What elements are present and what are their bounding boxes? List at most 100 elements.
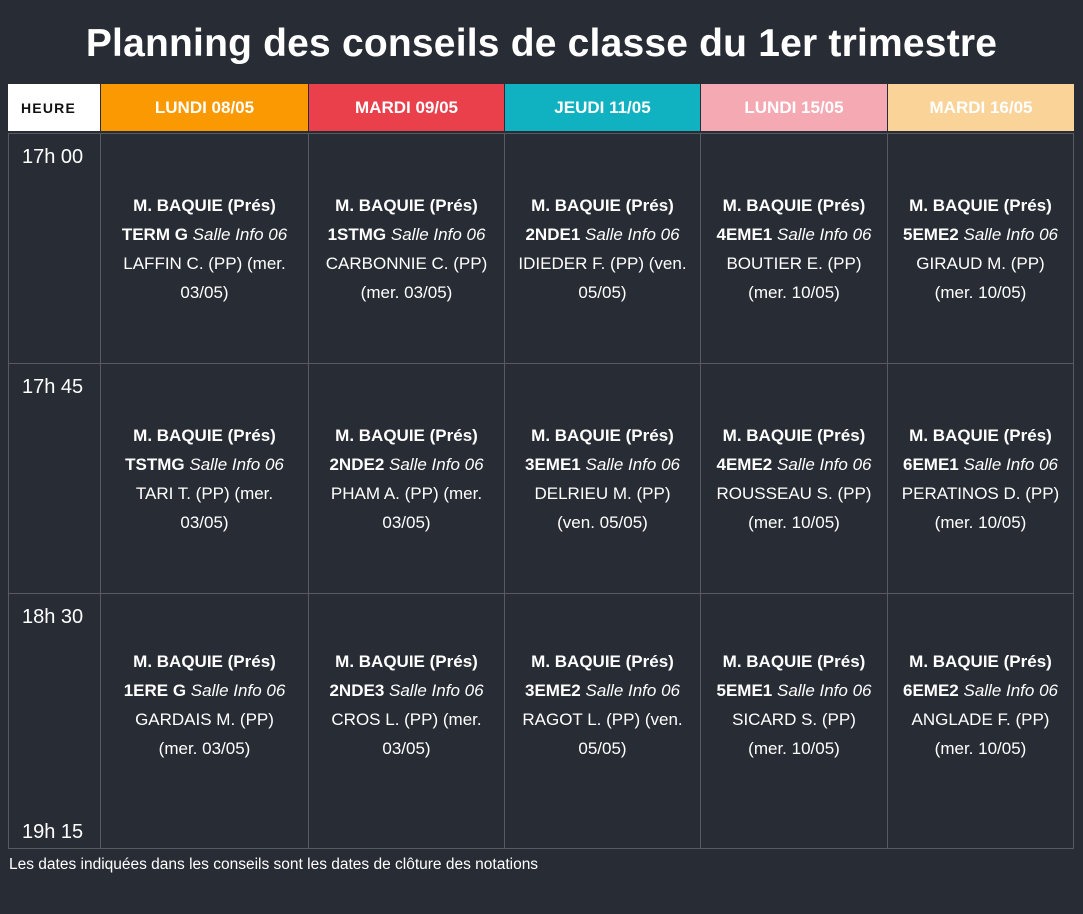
presider-and-class: M. BAQUIE (Prés) 1ERE G (123, 652, 276, 700)
schedule-cell: M. BAQUIE (Prés) 2NDE3 Salle Info 06 CRO… (308, 594, 504, 816)
teacher-and-date: PHAM A. (PP) (mer. 03/05) (330, 483, 483, 532)
schedule-row: 17h 45 M. BAQUIE (Prés) TSTMG Salle Info … (8, 363, 1074, 593)
council-entry: M. BAQUIE (Prés) TERM G Salle Info 06 LA… (114, 191, 295, 307)
presider-and-class: M. BAQUIE (Prés) 5EME1 (716, 652, 866, 700)
schedule-row: 17h 00 M. BAQUIE (Prés) TERM G Salle Info… (8, 133, 1074, 363)
council-entry: M. BAQUIE (Prés) 2NDE3 Salle Info 06 CRO… (322, 647, 491, 763)
presider-and-class: M. BAQUIE (Prés) 4EME2 (716, 425, 866, 474)
teacher-and-date: ROUSSEAU S. (PP) (mer. 10/05) (716, 483, 872, 532)
schedule-cell: M. BAQUIE (Prés) TERM G Salle Info 06 LA… (100, 134, 308, 363)
column-header-heure: HEURE (8, 84, 100, 131)
schedule-cell: M. BAQUIE (Prés) 3EME1 Salle Info 06 DEL… (504, 364, 700, 593)
teacher-and-date: RAGOT L. (PP) (ven. 05/05) (522, 710, 683, 758)
room-label: Salle Info 06 (189, 454, 284, 474)
column-header-lundi-08-05: LUNDI 08/05 (100, 84, 308, 131)
room-label: Salle Info 06 (585, 454, 680, 474)
presider-and-class: M. BAQUIE (Prés) 5EME2 (903, 195, 1052, 244)
schedule-cell: M. BAQUIE (Prés) 1STMG Salle Info 06 CAR… (308, 134, 504, 363)
council-entry: M. BAQUIE (Prés) 3EME1 Salle Info 06 DEL… (518, 421, 687, 537)
room-label: Salle Info 06 (585, 224, 680, 244)
schedule-cell: M. BAQUIE (Prés) 5EME1 Salle Info 06 SIC… (700, 594, 887, 816)
schedule-cell: M. BAQUIE (Prés) 6EME2 Salle Info 06 ANG… (887, 594, 1074, 816)
presider-and-class: M. BAQUIE (Prés) 3EME1 (525, 425, 674, 474)
room-label: Salle Info 06 (963, 681, 1058, 700)
schedule-cell: M. BAQUIE (Prés) 2NDE2 Salle Info 06 PHA… (308, 364, 504, 593)
room-label: Salle Info 06 (963, 454, 1058, 474)
page-title: Planning des conseils de classe du 1er t… (85, 22, 998, 65)
schedule-cell: M. BAQUIE (Prés) 5EME2 Salle Info 06 GIR… (887, 134, 1074, 363)
column-header-jeudi-11-05: JEUDI 11/05 (504, 84, 700, 131)
council-entry: M. BAQUIE (Prés) 1ERE G Salle Info 06 GA… (114, 647, 295, 763)
teacher-and-date: CARBONNIE C. (PP) (mer. 03/05) (325, 253, 488, 302)
column-header-mardi-16-05: MARDI 16/05 (887, 84, 1074, 131)
room-label: Salle Info 06 (776, 681, 872, 700)
council-entry: M. BAQUIE (Prés) 4EME1 Salle Info 06 BOU… (714, 191, 874, 307)
presider-and-class: M. BAQUIE (Prés) 4EME1 (716, 195, 866, 244)
schedule-row: 18h 30 M. BAQUIE (Prés) 1ERE G Salle Info… (8, 593, 1074, 816)
presider-and-class: M. BAQUIE (Prés) 2NDE2 (329, 425, 478, 474)
room-label: Salle Info 06 (389, 454, 484, 474)
council-entry: M. BAQUIE (Prés) 2NDE1 Salle Info 06 IDI… (518, 191, 687, 307)
schedule-cell (308, 816, 504, 848)
schedule-cell: M. BAQUIE (Prés) 1ERE G Salle Info 06 GA… (100, 594, 308, 816)
schedule-cell: M. BAQUIE (Prés) 2NDE1 Salle Info 06 IDI… (504, 134, 700, 363)
teacher-and-date: TARI T. (PP) (mer. 03/05) (135, 483, 274, 532)
presider-and-class: M. BAQUIE (Prés) 6EME2 (903, 652, 1052, 700)
schedule-cell: M. BAQUIE (Prés) 4EME1 Salle Info 06 BOU… (700, 134, 887, 363)
time-label: 17h 00 (8, 134, 100, 363)
table-body: 17h 00 M. BAQUIE (Prés) TERM G Salle Info… (8, 133, 1074, 849)
column-header-mardi-09-05: MARDI 09/05 (308, 84, 504, 131)
room-label: Salle Info 06 (963, 224, 1058, 244)
council-entry: M. BAQUIE (Prés) 2NDE2 Salle Info 06 PHA… (322, 421, 491, 537)
room-label: Salle Info 06 (585, 681, 680, 700)
schedule-cell: M. BAQUIE (Prés) 6EME1 Salle Info 06 PER… (887, 364, 1074, 593)
footnote: Les dates indiquées dans les conseils so… (9, 856, 539, 873)
presider-and-class: M. BAQUIE (Prés) 1STMG (327, 195, 478, 244)
schedule-cell (504, 816, 700, 848)
schedule-cell (887, 816, 1074, 848)
schedule-cell: M. BAQUIE (Prés) TSTMG Salle Info 06 TAR… (100, 364, 308, 593)
presider-and-class: M. BAQUIE (Prés) 3EME2 (525, 652, 674, 700)
room-label: Salle Info 06 (389, 681, 484, 700)
teacher-and-date: BOUTIER E. (PP) (mer. 10/05) (726, 253, 862, 302)
room-label: Salle Info 06 (776, 224, 872, 244)
teacher-and-date: SICARD S. (PP) (mer. 10/05) (732, 710, 856, 758)
room-label: Salle Info 06 (192, 224, 288, 244)
column-header-lundi-15-05: LUNDI 15/05 (700, 84, 887, 131)
council-entry: M. BAQUIE (Prés) 3EME2 Salle Info 06 RAG… (518, 647, 687, 763)
schedule-row: 19h 15 (8, 816, 1074, 848)
teacher-and-date: IDIEDER F. (PP) (ven. 05/05) (518, 253, 687, 302)
presider-and-class: M. BAQUIE (Prés) TERM G (121, 195, 276, 244)
presider-and-class: M. BAQUIE (Prés) TSTMG (125, 425, 276, 474)
room-label: Salle Info 06 (776, 454, 872, 474)
teacher-and-date: ANGLADE F. (PP) (mer. 10/05) (911, 710, 1050, 758)
council-entry: M. BAQUIE (Prés) TSTMG Salle Info 06 TAR… (114, 421, 295, 537)
council-entry: M. BAQUIE (Prés) 6EME2 Salle Info 06 ANG… (901, 647, 1060, 763)
teacher-and-date: GARDAIS M. (PP) (mer. 03/05) (135, 710, 274, 758)
time-label: 19h 15 (8, 816, 100, 848)
council-entry: M. BAQUIE (Prés) 1STMG Salle Info 06 CAR… (322, 191, 491, 307)
presider-and-class: M. BAQUIE (Prés) 2NDE3 (329, 652, 478, 700)
room-label: Salle Info 06 (190, 681, 286, 700)
council-entry: M. BAQUIE (Prés) 4EME2 Salle Info 06 ROU… (714, 421, 874, 537)
council-entry: M. BAQUIE (Prés) 5EME1 Salle Info 06 SIC… (714, 647, 874, 763)
room-label: Salle Info 06 (390, 224, 486, 244)
council-entry: M. BAQUIE (Prés) 5EME2 Salle Info 06 GIR… (901, 191, 1060, 307)
header-row: HEURE LUNDI 08/05 MARDI 09/05 JEUDI 11/05 LU… (8, 84, 1074, 131)
teacher-and-date: PERATINOS D. (PP) (mer. 10/05) (901, 483, 1060, 532)
teacher-and-date: LAFFIN C. (PP) (mer. 03/05) (123, 253, 286, 302)
schedule-cell (100, 816, 308, 848)
planning-table: HEURE LUNDI 08/05 MARDI 09/05 JEUDI 11/05 LU… (8, 84, 1074, 849)
schedule-cell: M. BAQUIE (Prés) 3EME2 Salle Info 06 RAG… (504, 594, 700, 816)
time-label: 17h 45 (8, 364, 100, 593)
teacher-and-date: DELRIEU M. (PP) (ven. 05/05) (534, 483, 671, 532)
presider-and-class: M. BAQUIE (Prés) 2NDE1 (525, 195, 674, 244)
schedule-cell (700, 816, 887, 848)
presider-and-class: M. BAQUIE (Prés) 6EME1 (903, 425, 1052, 474)
teacher-and-date: GIRAUD M. (PP) (mer. 10/05) (916, 253, 1045, 302)
time-label: 18h 30 (8, 594, 100, 816)
council-entry: M. BAQUIE (Prés) 6EME1 Salle Info 06 PER… (901, 421, 1060, 537)
schedule-cell: M. BAQUIE (Prés) 4EME2 Salle Info 06 ROU… (700, 364, 887, 593)
teacher-and-date: CROS L. (PP) (mer. 03/05) (331, 710, 482, 758)
